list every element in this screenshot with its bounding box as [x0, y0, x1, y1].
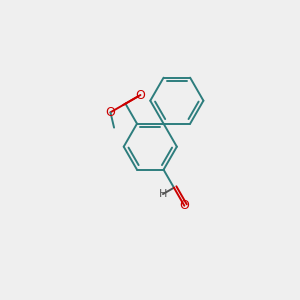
Text: H: H [159, 189, 167, 199]
Text: O: O [136, 88, 146, 101]
Text: O: O [106, 106, 116, 119]
Text: O: O [179, 199, 189, 212]
